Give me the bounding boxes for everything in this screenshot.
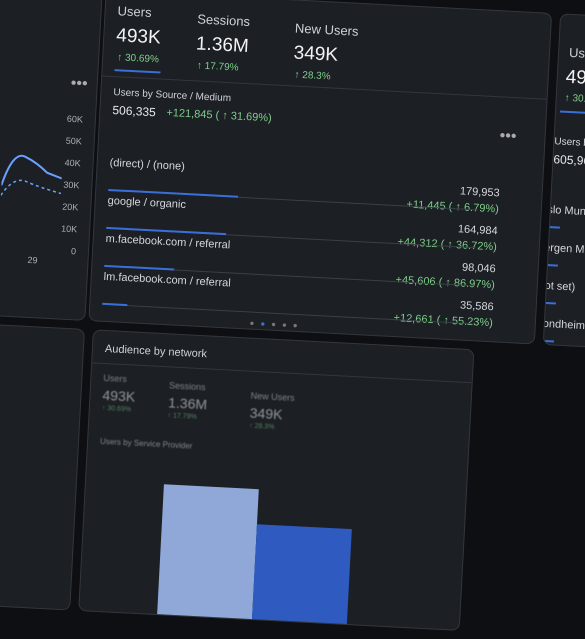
row-label: google / organic bbox=[107, 194, 187, 212]
metric-change: ↑ 30.69% bbox=[116, 52, 160, 66]
metric-value: 493 bbox=[565, 66, 585, 90]
divider bbox=[92, 362, 472, 384]
metric-label: New Users bbox=[250, 390, 295, 403]
metric-change: ↑ 30.69% bbox=[101, 404, 132, 414]
row-label: m.facebook.com / referral bbox=[105, 232, 231, 252]
row-bar bbox=[542, 338, 554, 343]
menu-icon: ••• bbox=[499, 127, 517, 146]
menu-icon: ••• bbox=[70, 74, 89, 93]
row-label: (direct) / (none) bbox=[109, 156, 186, 173]
row-bar bbox=[104, 264, 175, 271]
metric-change: ↑ 30.6 bbox=[564, 92, 585, 106]
bar-decoration bbox=[251, 524, 352, 631]
row-label: (not set) bbox=[542, 279, 576, 294]
metric-change: ↑ 17.79% bbox=[196, 60, 239, 74]
row-bar bbox=[542, 224, 560, 229]
metric-change: ↑ 17.79% bbox=[167, 412, 197, 421]
line-decoration bbox=[0, 154, 63, 196]
tab-indicator bbox=[114, 69, 161, 74]
row-label: Oslo Mun bbox=[542, 203, 585, 218]
y-tick-label: 20K bbox=[62, 201, 79, 213]
row-value: 164,984 bbox=[457, 223, 498, 238]
tab-indicator bbox=[559, 110, 585, 115]
metric-change: ↑ 28.3% bbox=[294, 69, 331, 83]
total: 605,96 bbox=[553, 152, 585, 169]
metric-label: Sessions bbox=[196, 11, 251, 30]
total-change: +121,845 ( ↑ 31.69%) bbox=[166, 106, 273, 125]
metric-value: 1.36M bbox=[195, 33, 250, 58]
row-bar bbox=[102, 302, 128, 307]
card-title: Audience by network bbox=[104, 343, 208, 361]
metric-label: New Users bbox=[294, 20, 359, 39]
row-value: 179,953 bbox=[459, 185, 500, 200]
panel-title: Users by Service Provider bbox=[99, 436, 193, 451]
left-card: ••• 60K 50K 40K 30K 20K 10K 0 29 bbox=[0, 0, 104, 321]
row-label: Bergen Mu bbox=[542, 241, 585, 257]
row-value: 98,046 bbox=[461, 261, 496, 276]
metric-value: 493K bbox=[115, 25, 162, 49]
metric-label: Users bbox=[103, 372, 128, 385]
bar-decoration bbox=[156, 484, 259, 630]
metric-value: 349K bbox=[293, 42, 339, 66]
metric-label: Use bbox=[568, 44, 585, 62]
pagination: ●●●●● bbox=[249, 318, 304, 331]
y-tick-label: 30K bbox=[63, 179, 80, 191]
panel-title: Users by bbox=[554, 136, 585, 150]
row-value: 35,586 bbox=[459, 299, 494, 314]
metric-value: 1.36M bbox=[167, 394, 208, 413]
metric-value: 349K bbox=[249, 404, 283, 423]
y-tick-label: 60K bbox=[66, 113, 84, 125]
row-label: Trondheim Mu bbox=[542, 317, 585, 333]
x-tick-label: 29 bbox=[27, 254, 38, 266]
y-tick-label: 0 bbox=[70, 246, 77, 257]
metric-label: Sessions bbox=[168, 380, 206, 393]
y-tick-label: 10K bbox=[60, 223, 78, 235]
row-bar bbox=[542, 262, 558, 267]
bottom-left-card bbox=[0, 323, 85, 611]
y-tick-label: 40K bbox=[64, 157, 81, 169]
panel-title: Users by Source / Medium bbox=[113, 87, 232, 105]
metric-value: 493K bbox=[102, 386, 136, 405]
metric-change: ↑ 28.3% bbox=[248, 422, 275, 431]
row-label: lm.facebook.com / referral bbox=[103, 270, 232, 290]
bottom-card: Audience by network Users by Service Pro… bbox=[78, 329, 475, 631]
y-tick-label: 50K bbox=[65, 135, 83, 147]
row-bar bbox=[542, 300, 556, 305]
metric-label: Users bbox=[117, 3, 152, 20]
main-card: Users by Source / Medium 506,335 +121,84… bbox=[88, 0, 553, 345]
total: 506,335 bbox=[112, 103, 157, 120]
